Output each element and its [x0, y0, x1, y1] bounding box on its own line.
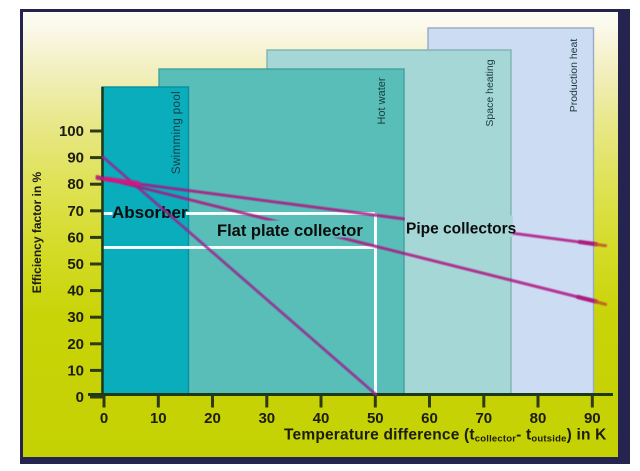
svg-text:0: 0 — [76, 389, 84, 406]
svg-text:90: 90 — [584, 410, 601, 427]
svg-text:Temperature difference (tcolle: Temperature difference (tcollector- tout… — [284, 427, 607, 445]
svg-text:50: 50 — [67, 256, 84, 273]
svg-text:40: 40 — [67, 283, 84, 300]
svg-text:Hot water: Hot water — [376, 77, 388, 124]
svg-text:Flat plate collector: Flat plate collector — [217, 222, 363, 240]
svg-text:40: 40 — [313, 410, 330, 427]
svg-text:100: 100 — [59, 123, 84, 140]
svg-text:60: 60 — [67, 229, 84, 246]
svg-text:Efficiency factor in %: Efficiency factor in % — [30, 171, 44, 293]
svg-text:90: 90 — [67, 150, 84, 167]
svg-text:Pipe collectors: Pipe collectors — [406, 221, 516, 238]
svg-text:30: 30 — [258, 410, 275, 427]
svg-text:10: 10 — [150, 410, 167, 427]
svg-text:80: 80 — [67, 176, 84, 193]
svg-text:Space heating: Space heating — [484, 59, 496, 126]
svg-text:30: 30 — [67, 309, 84, 326]
svg-text:20: 20 — [204, 410, 221, 427]
svg-text:70: 70 — [475, 410, 492, 427]
svg-text:80: 80 — [530, 410, 547, 427]
svg-text:10: 10 — [67, 362, 84, 379]
svg-text:Absorber: Absorber — [112, 203, 188, 222]
svg-text:60: 60 — [421, 410, 438, 427]
svg-text:70: 70 — [67, 203, 84, 220]
svg-text:Swimming pool: Swimming pool — [171, 91, 183, 174]
svg-text:Production heat: Production heat — [568, 39, 580, 113]
svg-text:50: 50 — [367, 410, 384, 427]
svg-text:0: 0 — [100, 410, 108, 427]
svg-text:20: 20 — [67, 336, 84, 353]
